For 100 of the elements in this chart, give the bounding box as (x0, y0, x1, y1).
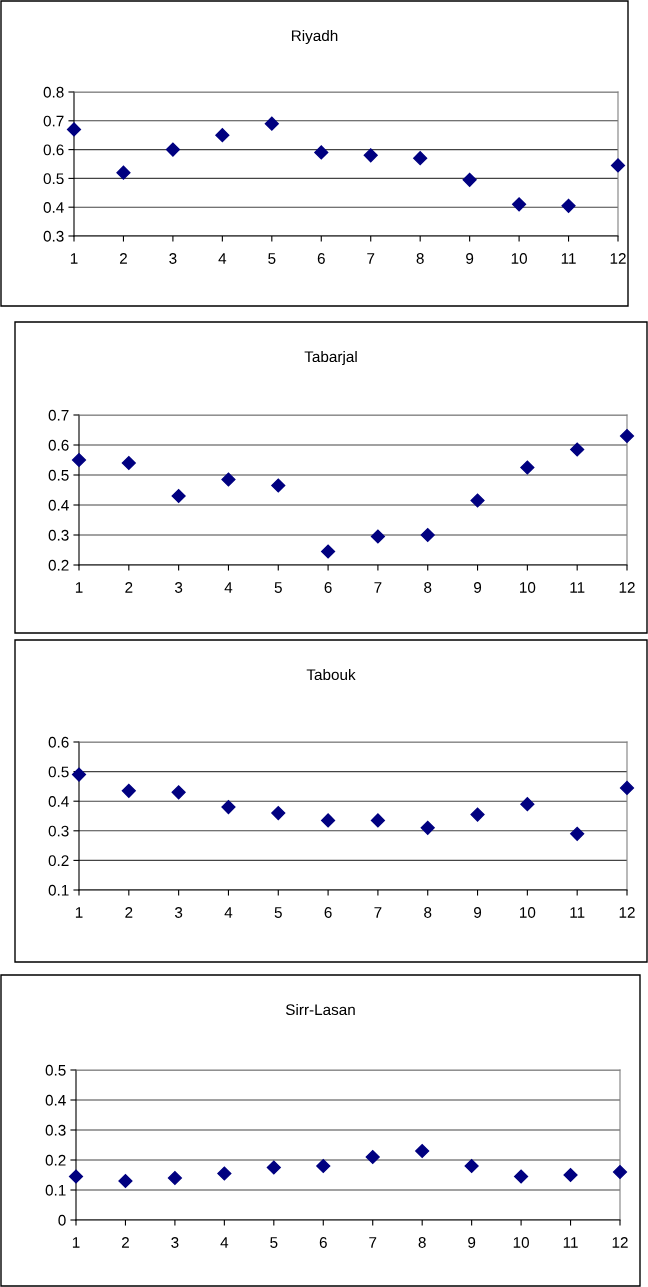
point (570, 826, 585, 841)
point (370, 813, 385, 828)
x-tick-label: 11 (561, 253, 576, 264)
point (121, 455, 136, 471)
point (165, 142, 180, 157)
x-tick-label: 10 (520, 582, 536, 593)
x-tick-label: 2 (125, 907, 133, 918)
x-tick-label: 6 (319, 1237, 327, 1248)
x-tick-label: 7 (369, 1237, 377, 1248)
point (619, 780, 635, 795)
x-tick-label: 5 (268, 253, 276, 264)
point (514, 1169, 529, 1184)
x-tick-label: 12 (612, 1237, 628, 1248)
y-tick-label: 0.3 (48, 825, 69, 837)
point (420, 527, 435, 543)
point (610, 158, 626, 173)
x-tick-label: 8 (418, 1237, 426, 1248)
point (321, 544, 336, 559)
x-tick-label: 5 (270, 1237, 278, 1248)
x-tick-label: 6 (317, 253, 325, 264)
x-tick-label: 4 (224, 582, 233, 593)
y-tick-label: 0.7 (48, 409, 69, 421)
y-tick-label: 0.1 (45, 1184, 66, 1196)
y-tick-label: 0.6 (48, 736, 69, 748)
x-tick-label: 9 (474, 907, 482, 918)
x-tick-label: 9 (468, 1237, 476, 1248)
x-tick-label: 6 (324, 907, 332, 918)
y-tick-label: 0.1 (48, 884, 69, 896)
x-tick-label: 7 (374, 582, 382, 593)
point (464, 1158, 479, 1174)
x-tick-label: 8 (424, 907, 432, 918)
x-tick-label: 8 (424, 582, 432, 593)
y-tick-label: 0.4 (48, 796, 69, 807)
point (470, 807, 485, 822)
chart-title: Riyadh (291, 29, 338, 45)
y-tick-label: 0.5 (48, 469, 69, 481)
point (271, 478, 286, 493)
point (321, 813, 336, 828)
point (363, 148, 378, 163)
point (512, 197, 527, 212)
x-tick-label: 9 (474, 582, 482, 593)
x-tick-label: 7 (367, 253, 375, 264)
y-tick-label: 0.3 (48, 529, 69, 541)
y-tick-label: 0.2 (48, 855, 69, 867)
point (520, 460, 535, 475)
y-tick-label: 0.4 (43, 202, 64, 213)
point (171, 488, 186, 504)
point (121, 783, 136, 798)
point (264, 116, 279, 131)
point (563, 1167, 578, 1183)
x-tick-label: 5 (274, 582, 282, 593)
point (561, 198, 576, 213)
y-tick-label: 0.6 (43, 144, 64, 156)
chart-title: Tabouk (306, 668, 356, 681)
x-tick-label: 12 (610, 253, 626, 264)
x-tick-label: 2 (121, 1237, 129, 1248)
y-tick-label: 0.3 (45, 1124, 66, 1136)
point (118, 1173, 133, 1189)
x-tick-label: 1 (72, 1237, 80, 1248)
point (167, 1170, 182, 1186)
x-tick-label: 1 (70, 253, 78, 264)
x-tick-label: 3 (169, 253, 177, 264)
point (171, 785, 186, 800)
x-tick-label: 5 (274, 907, 282, 918)
point (66, 122, 82, 137)
x-tick-label: 4 (224, 907, 233, 918)
x-tick-label: 3 (171, 1237, 179, 1248)
x-tick-label: 11 (570, 582, 585, 593)
x-tick-label: 10 (520, 907, 536, 918)
point (365, 1149, 380, 1165)
y-tick-label: 0.2 (48, 559, 69, 571)
point (415, 1143, 430, 1159)
y-tick-label: 0.8 (43, 86, 64, 98)
point (215, 128, 230, 143)
point (316, 1158, 331, 1174)
chart-title: Tabarjal (304, 350, 357, 366)
x-tick-label: 1 (75, 582, 83, 593)
x-tick-label: 10 (511, 253, 527, 264)
point (619, 428, 635, 444)
y-tick-label: 0.5 (45, 1064, 66, 1076)
point (314, 145, 329, 160)
point (570, 442, 585, 457)
chart-title: Sirr-Lasan (285, 1003, 355, 1016)
y-tick-label: 0.2 (45, 1154, 66, 1166)
point (420, 820, 435, 835)
x-tick-label: 4 (218, 253, 227, 264)
x-tick-label: 11 (563, 1237, 578, 1248)
point (71, 452, 87, 468)
x-tick-label: 2 (119, 253, 127, 264)
point (116, 165, 131, 180)
point (221, 472, 236, 487)
point (68, 1169, 84, 1184)
x-tick-label: 10 (513, 1237, 529, 1248)
y-tick-label: 0.4 (48, 499, 69, 511)
y-tick-label: 0.5 (48, 766, 69, 778)
x-tick-label: 7 (374, 907, 382, 918)
y-tick-label: 0.5 (43, 173, 64, 185)
y-tick-label: 0.3 (43, 230, 64, 242)
point (71, 767, 87, 782)
x-tick-label: 2 (125, 582, 133, 593)
